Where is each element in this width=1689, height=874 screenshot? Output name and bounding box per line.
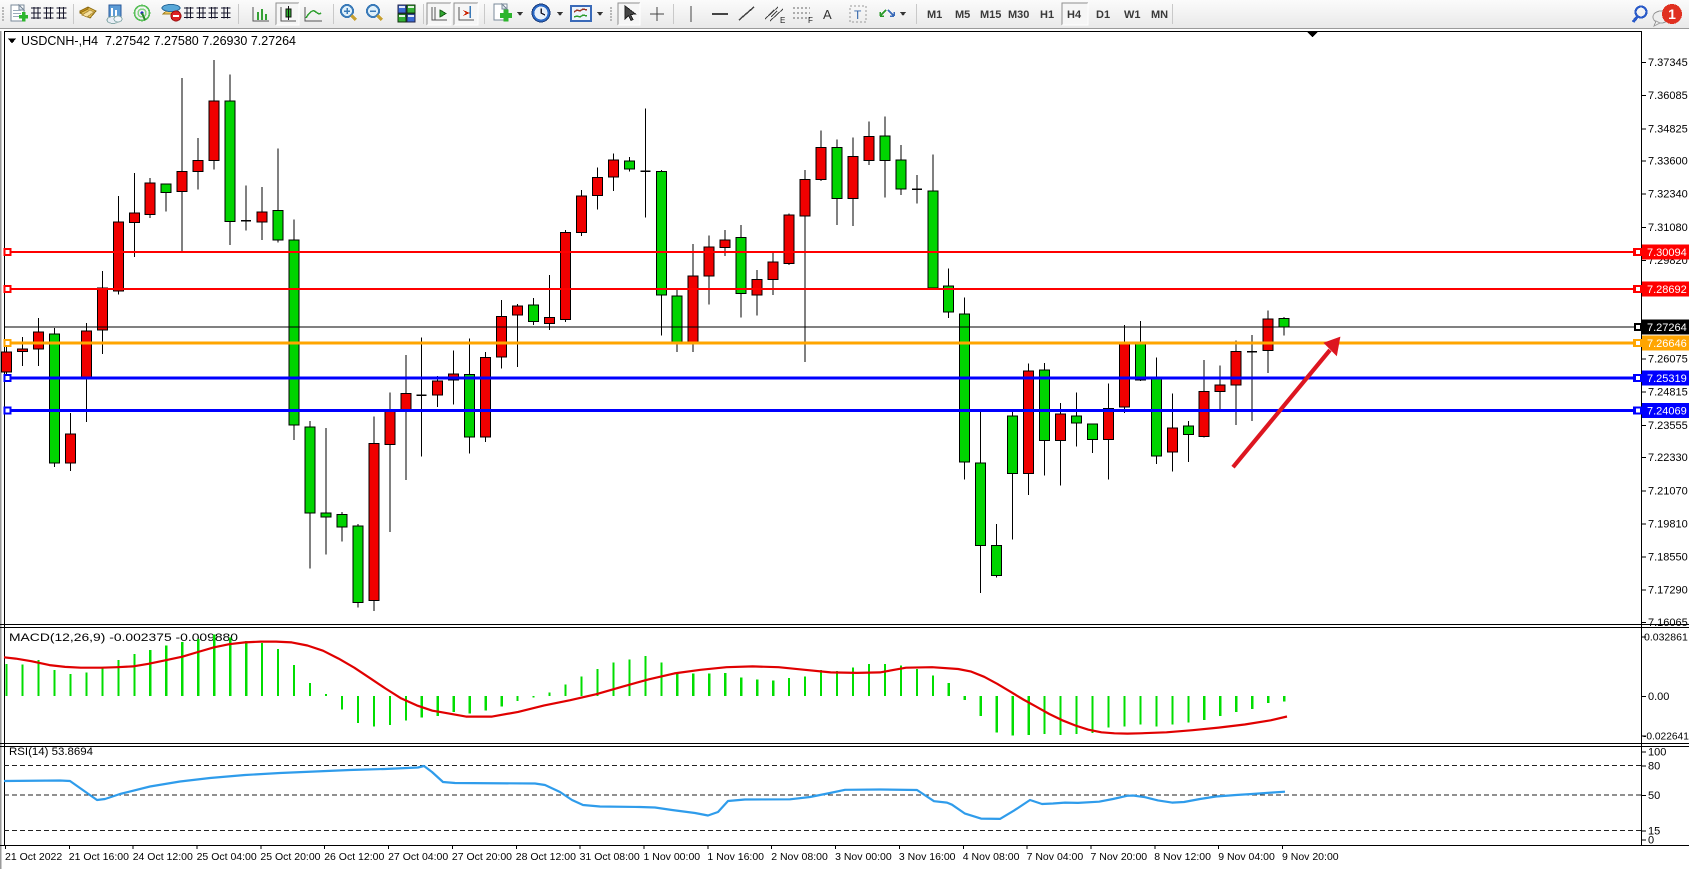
svg-text:21 Oct 16:00: 21 Oct 16:00	[69, 851, 129, 863]
svg-text:8 Nov 12:00: 8 Nov 12:00	[1154, 851, 1211, 863]
svg-text:7.32340: 7.32340	[1648, 189, 1688, 201]
svg-text:H1: H1	[1040, 9, 1054, 21]
svg-text:7.17290: 7.17290	[1648, 585, 1688, 597]
svg-text:7.21070: 7.21070	[1648, 485, 1688, 497]
svg-text:15: 15	[1648, 826, 1660, 838]
svg-text:0: 0	[1648, 835, 1654, 847]
svg-text:7.25319: 7.25319	[1647, 373, 1687, 385]
svg-text:M15: M15	[980, 9, 1001, 21]
svg-text:W1: W1	[1124, 9, 1141, 21]
svg-text:7.33600: 7.33600	[1648, 156, 1688, 168]
svg-text:7.22330: 7.22330	[1648, 452, 1688, 464]
svg-text:27 Oct 20:00: 27 Oct 20:00	[452, 851, 512, 863]
svg-text:80: 80	[1648, 761, 1660, 773]
svg-text:MACD(12,26,9) -0.002375 -0.009: MACD(12,26,9) -0.002375 -0.009880	[9, 632, 238, 644]
svg-text:7.24069: 7.24069	[1647, 406, 1687, 418]
svg-text:MN: MN	[1151, 9, 1168, 21]
svg-text:26 Oct 12:00: 26 Oct 12:00	[324, 851, 384, 863]
svg-text:28 Oct 12:00: 28 Oct 12:00	[516, 851, 576, 863]
svg-text:0.00: 0.00	[1648, 691, 1669, 703]
svg-text:31 Oct 08:00: 31 Oct 08:00	[580, 851, 640, 863]
svg-text:9 Nov 20:00: 9 Nov 20:00	[1282, 851, 1339, 863]
svg-text:7.27264: 7.27264	[1647, 322, 1687, 334]
svg-text:E: E	[780, 16, 785, 25]
svg-text:25 Oct 20:00: 25 Oct 20:00	[260, 851, 320, 863]
svg-text:7.24815: 7.24815	[1648, 387, 1688, 399]
svg-text:24 Oct 12:00: 24 Oct 12:00	[133, 851, 193, 863]
svg-text:7.31080: 7.31080	[1648, 222, 1688, 234]
svg-text:7.16065: 7.16065	[1648, 617, 1688, 629]
svg-text:RSI(14) 53.8694: RSI(14) 53.8694	[9, 746, 93, 758]
svg-text:7.28692: 7.28692	[1647, 284, 1687, 296]
svg-text:3 Nov 16:00: 3 Nov 16:00	[899, 851, 956, 863]
svg-text:7.23555: 7.23555	[1648, 420, 1688, 432]
svg-text:7.26075: 7.26075	[1648, 354, 1688, 366]
svg-text:M30: M30	[1008, 9, 1029, 21]
svg-text:3 Nov 00:00: 3 Nov 00:00	[835, 851, 892, 863]
svg-text:0.032861: 0.032861	[1644, 632, 1688, 644]
svg-text:-0.022641: -0.022641	[1643, 732, 1689, 743]
svg-text:M5: M5	[955, 9, 970, 21]
svg-text:7.37345: 7.37345	[1648, 57, 1688, 69]
svg-text:A: A	[823, 7, 832, 22]
svg-text:7 Nov 20:00: 7 Nov 20:00	[1091, 851, 1148, 863]
svg-text:1 Nov 00:00: 1 Nov 00:00	[644, 851, 701, 863]
svg-text:4 Nov 08:00: 4 Nov 08:00	[963, 851, 1020, 863]
svg-text:9 Nov 04:00: 9 Nov 04:00	[1218, 851, 1275, 863]
svg-text:1: 1	[1668, 6, 1676, 22]
svg-text:7.30094: 7.30094	[1647, 247, 1687, 259]
svg-text:M1: M1	[927, 9, 942, 21]
svg-text:7.26646: 7.26646	[1647, 338, 1687, 350]
svg-text:1 Nov 16:00: 1 Nov 16:00	[707, 851, 764, 863]
svg-text:T: T	[854, 8, 862, 22]
svg-text:21 Oct 2022: 21 Oct 2022	[5, 851, 62, 863]
svg-text:50: 50	[1648, 790, 1660, 802]
svg-text:7.19810: 7.19810	[1648, 518, 1688, 530]
svg-text:27 Oct 04:00: 27 Oct 04:00	[388, 851, 448, 863]
svg-text:D1: D1	[1096, 9, 1110, 21]
svg-text:7 Nov 04:00: 7 Nov 04:00	[1027, 851, 1084, 863]
svg-text:100: 100	[1648, 747, 1666, 759]
svg-text:25 Oct 04:00: 25 Oct 04:00	[197, 851, 257, 863]
svg-text:7.34825: 7.34825	[1648, 123, 1688, 135]
svg-text:7.36085: 7.36085	[1648, 90, 1688, 102]
svg-text:F: F	[808, 16, 813, 25]
svg-text:7.18550: 7.18550	[1648, 552, 1688, 564]
svg-text:H4: H4	[1067, 9, 1082, 21]
svg-text:2 Nov 08:00: 2 Nov 08:00	[771, 851, 828, 863]
svg-text:USDCNH-,H4 7.27542 7.27580 7.: USDCNH-,H4 7.27542 7.27580 7.26930 7.272…	[21, 34, 296, 48]
